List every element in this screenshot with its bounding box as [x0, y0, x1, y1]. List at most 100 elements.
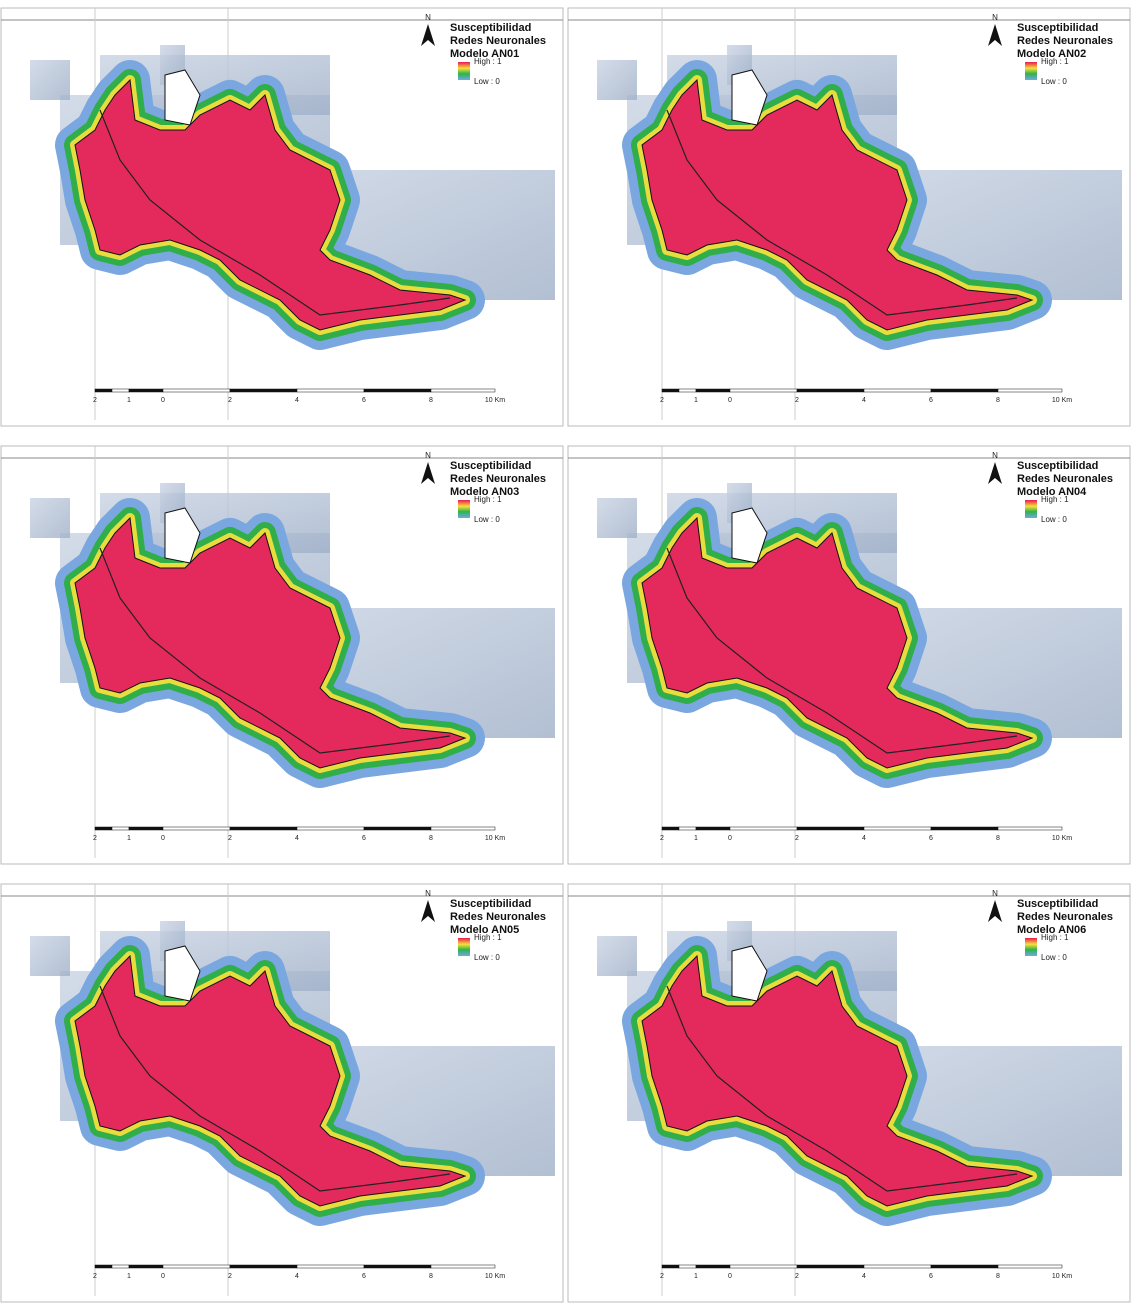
scale-segment: [430, 826, 496, 831]
scale-segment: [111, 388, 130, 393]
scale-label: 0: [728, 1273, 732, 1280]
scale-label: 2: [795, 835, 799, 842]
scale-label: 1: [694, 1273, 698, 1280]
scale-segment: [162, 388, 231, 393]
scale-segment: [94, 1264, 113, 1269]
north-label: N: [425, 451, 431, 460]
scale-segment: [930, 388, 999, 393]
excluded-area: [164, 507, 201, 564]
legend-high: High : 1: [1041, 933, 1069, 942]
scale-segment: [229, 1264, 298, 1269]
north-label: N: [425, 889, 431, 898]
scale-label: 6: [362, 1273, 366, 1280]
map-title: Modelo AN01: [450, 48, 519, 60]
scale-label: 8: [429, 1273, 433, 1280]
scale-label: 2: [660, 1273, 664, 1280]
hillshade: [597, 60, 637, 100]
zone-high: [641, 78, 1034, 331]
hillshade: [597, 936, 637, 976]
scale-segment: [695, 826, 731, 831]
scale-segment: [863, 1264, 932, 1269]
scale-label: 0: [728, 835, 732, 842]
scale-label: 2: [660, 397, 664, 404]
map-frame: [0, 7, 564, 427]
scale-label: 0: [728, 397, 732, 404]
map-title: Redes Neuronales: [450, 473, 546, 485]
legend-low: Low : 0: [474, 77, 500, 86]
scale-label: 10 Km: [485, 1273, 505, 1280]
excluded-area: [731, 69, 768, 126]
scale-label: 10 Km: [1052, 397, 1072, 404]
legend-swatch: [458, 938, 470, 956]
map-title: Susceptibilidad: [450, 22, 531, 34]
scale-segment: [229, 826, 298, 831]
scale-label: 4: [862, 835, 866, 842]
zone-high: [74, 78, 467, 331]
map-title: Susceptibilidad: [450, 460, 531, 472]
scale-segment: [363, 388, 432, 393]
scale-label: 6: [929, 1273, 933, 1280]
north-arrow: [988, 462, 1002, 484]
scale-segment: [729, 826, 798, 831]
river: [666, 547, 1018, 754]
scale-segment: [296, 1264, 365, 1269]
zone-high: [641, 954, 1034, 1207]
scale-label: 8: [996, 835, 1000, 842]
map-title: Redes Neuronales: [1017, 473, 1113, 485]
river: [99, 109, 451, 316]
hillshade: [597, 498, 637, 538]
scale-label: 10 Km: [1052, 1273, 1072, 1280]
river: [666, 109, 1018, 316]
scale-label: 2: [660, 835, 664, 842]
scale-label: 2: [93, 397, 97, 404]
legend-high: High : 1: [474, 933, 502, 942]
excluded-area: [164, 69, 201, 126]
legend-high: High : 1: [1041, 495, 1069, 504]
scale-segment: [678, 388, 697, 393]
scale-label: 2: [228, 1273, 232, 1280]
scale-label: 8: [429, 397, 433, 404]
north-arrow: [421, 462, 435, 484]
north-arrow: [421, 900, 435, 922]
hillshade: [30, 498, 70, 538]
scale-segment: [796, 1264, 865, 1269]
scale-label: 0: [161, 1273, 165, 1280]
scale-label: 6: [929, 835, 933, 842]
legend-low: Low : 0: [474, 515, 500, 524]
scale-label: 1: [127, 397, 131, 404]
scale-segment: [997, 1264, 1063, 1269]
scale-segment: [695, 388, 731, 393]
scale-label: 4: [862, 1273, 866, 1280]
scale-label: 4: [295, 1273, 299, 1280]
river: [666, 985, 1018, 1192]
scale-segment: [229, 388, 298, 393]
excluded-area: [731, 945, 768, 1002]
legend-low: Low : 0: [1041, 953, 1067, 962]
map-title: Susceptibilidad: [1017, 898, 1098, 910]
scale-segment: [162, 1264, 231, 1269]
legend-high: High : 1: [474, 495, 502, 504]
legend-swatch: [458, 500, 470, 518]
scale-segment: [930, 826, 999, 831]
scale-label: 0: [161, 397, 165, 404]
north-label: N: [992, 451, 998, 460]
scale-segment: [930, 1264, 999, 1269]
hillshade: [30, 936, 70, 976]
scale-label: 2: [795, 1273, 799, 1280]
scale-label: 2: [228, 835, 232, 842]
scale-segment: [863, 388, 932, 393]
scale-segment: [729, 1264, 798, 1269]
scale-label: 10 Km: [485, 835, 505, 842]
north-label: N: [992, 13, 998, 22]
scale-segment: [94, 388, 113, 393]
scale-segment: [729, 388, 798, 393]
north-arrow: [988, 900, 1002, 922]
scale-segment: [363, 1264, 432, 1269]
scale-label: 6: [362, 397, 366, 404]
